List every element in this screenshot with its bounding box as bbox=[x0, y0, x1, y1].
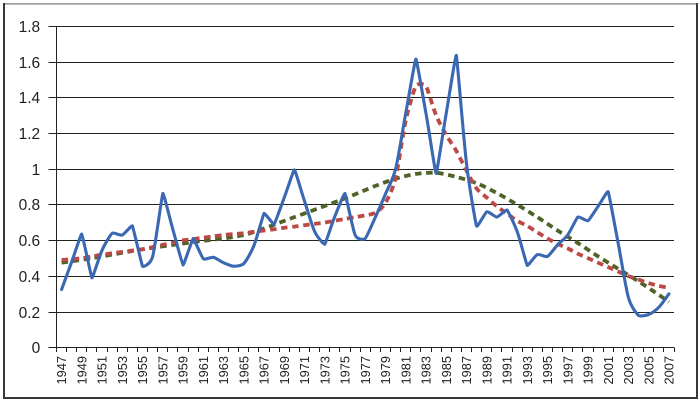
svg-text:0.4: 0.4 bbox=[19, 269, 41, 286]
svg-text:1965: 1965 bbox=[236, 356, 251, 384]
svg-text:1.6: 1.6 bbox=[19, 55, 41, 72]
svg-text:1973: 1973 bbox=[317, 356, 332, 384]
svg-text:1987: 1987 bbox=[459, 356, 474, 384]
svg-text:1981: 1981 bbox=[398, 356, 413, 384]
svg-text:1983: 1983 bbox=[419, 356, 434, 384]
svg-text:1955: 1955 bbox=[135, 356, 150, 384]
svg-text:1959: 1959 bbox=[176, 356, 191, 384]
svg-text:1.2: 1.2 bbox=[19, 126, 41, 143]
svg-text:0.2: 0.2 bbox=[19, 305, 41, 322]
svg-text:2007: 2007 bbox=[662, 356, 677, 384]
svg-text:1.8: 1.8 bbox=[19, 19, 41, 36]
svg-text:1997: 1997 bbox=[560, 356, 575, 384]
svg-text:1999: 1999 bbox=[581, 356, 596, 384]
svg-text:2001: 2001 bbox=[601, 356, 616, 384]
svg-text:1993: 1993 bbox=[520, 356, 535, 384]
svg-text:1957: 1957 bbox=[155, 356, 170, 384]
svg-text:1967: 1967 bbox=[257, 356, 272, 384]
svg-text:1969: 1969 bbox=[277, 356, 292, 384]
svg-text:2003: 2003 bbox=[621, 356, 636, 384]
svg-text:0.6: 0.6 bbox=[19, 233, 41, 250]
svg-text:1971: 1971 bbox=[297, 356, 312, 384]
svg-text:1953: 1953 bbox=[115, 356, 130, 384]
svg-text:1975: 1975 bbox=[338, 356, 353, 384]
svg-text:1977: 1977 bbox=[358, 356, 373, 384]
svg-text:1: 1 bbox=[32, 162, 41, 179]
svg-text:0: 0 bbox=[32, 340, 41, 357]
svg-text:1991: 1991 bbox=[500, 356, 515, 384]
svg-text:1985: 1985 bbox=[439, 356, 454, 384]
svg-text:1979: 1979 bbox=[378, 356, 393, 384]
svg-text:1989: 1989 bbox=[479, 356, 494, 384]
svg-text:0.8: 0.8 bbox=[19, 197, 41, 214]
svg-text:1947: 1947 bbox=[54, 356, 69, 384]
svg-text:1.4: 1.4 bbox=[19, 90, 41, 107]
svg-text:1995: 1995 bbox=[540, 356, 555, 384]
svg-text:2005: 2005 bbox=[641, 356, 656, 384]
svg-text:1951: 1951 bbox=[95, 356, 110, 384]
svg-text:1961: 1961 bbox=[196, 356, 211, 384]
svg-text:1963: 1963 bbox=[216, 356, 231, 384]
svg-text:1949: 1949 bbox=[74, 356, 89, 384]
